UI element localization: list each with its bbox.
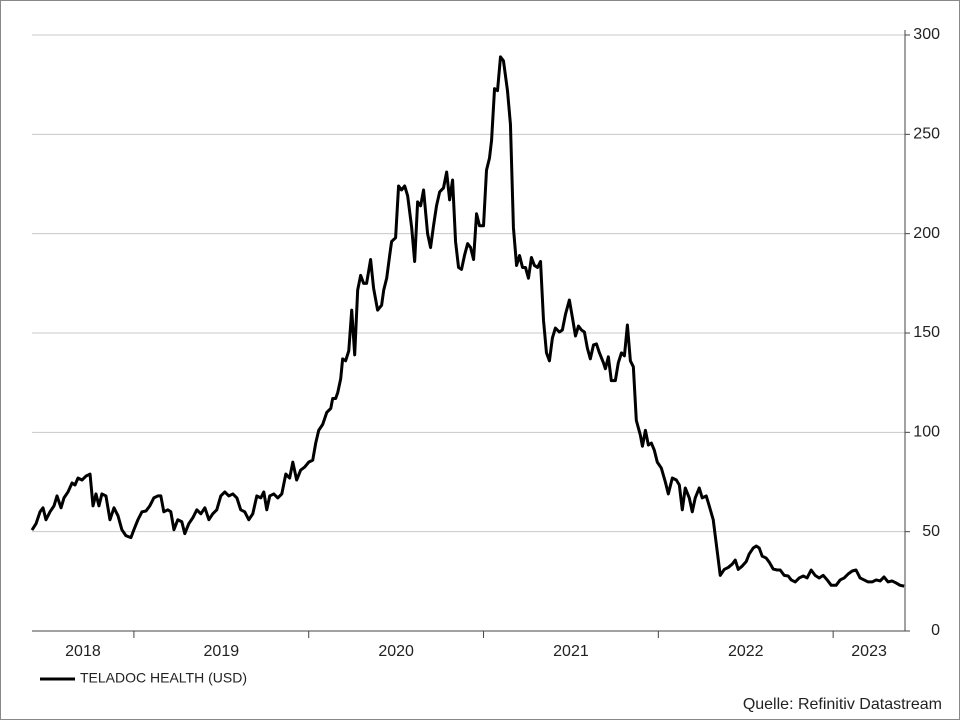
x-tick-label: 2019	[204, 643, 240, 660]
x-tick-label: 2020	[378, 643, 414, 660]
y-tick-label: 100	[913, 424, 940, 441]
legend-label: TELADOC HEALTH (USD)	[80, 670, 247, 686]
x-tick-label: 2021	[553, 643, 589, 660]
x-tick-label: 2023	[851, 643, 887, 660]
source: Quelle: Refinitiv Datastream	[743, 696, 942, 713]
y-tick-label: 300	[913, 26, 940, 43]
y-tick-label: 200	[913, 225, 940, 242]
x-tick-label: 2022	[728, 643, 764, 660]
y-tick-label: 50	[922, 523, 940, 540]
x-tick-label: 2018	[65, 643, 101, 660]
y-tick-label: 150	[913, 324, 940, 341]
line	[30, 55, 905, 588]
y-tick-label: 250	[913, 126, 940, 143]
y-tick-label: 0	[931, 622, 940, 639]
